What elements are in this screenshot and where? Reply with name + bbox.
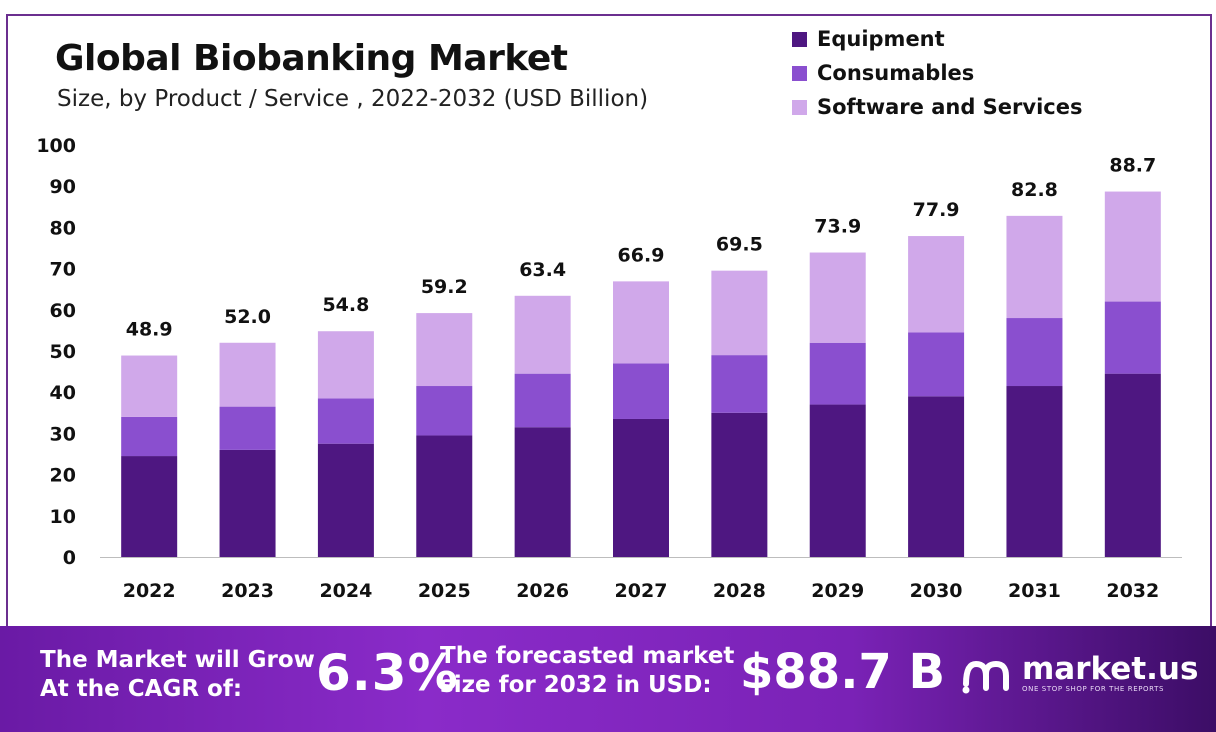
bar-total-label: 48.9 [126, 319, 173, 341]
bar-total-label: 88.7 [1109, 155, 1156, 177]
x-tick-label: 2024 [319, 580, 372, 602]
bar-total-label: 82.8 [1011, 179, 1058, 201]
bar-total-label: 69.5 [716, 234, 763, 256]
x-tick-label: 2022 [123, 580, 176, 602]
bar-segment-software-and-services [416, 313, 473, 387]
cagr-label: The Market will Grow At the CAGR of: [40, 647, 315, 702]
bar-segment-equipment [514, 427, 571, 557]
bar-segment-software-and-services [809, 252, 866, 343]
bar-segment-consumables [908, 332, 965, 397]
forecast-label: The forecasted market size for 2032 in U… [440, 643, 735, 698]
x-tick-label: 2026 [516, 580, 569, 602]
bar-total-label: 63.4 [519, 259, 566, 281]
x-tick-label: 2023 [221, 580, 274, 602]
x-tick-label: 2025 [418, 580, 471, 602]
bar-segment-equipment [219, 449, 276, 557]
cagr-value: 6.3% [316, 644, 459, 702]
y-tick-label: 70 [50, 259, 76, 281]
bar-total-label: 54.8 [322, 294, 369, 316]
bar-segment-consumables [416, 386, 473, 436]
bar-total-label: 66.9 [618, 244, 665, 266]
x-tick-label: 2028 [713, 580, 766, 602]
bar-segment-consumables [317, 398, 374, 444]
legend-swatch-consumables [792, 65, 807, 81]
bar-segment-software-and-services [1006, 215, 1063, 319]
bar-segment-equipment [121, 456, 178, 557]
legend-label-software-services: Software and Services [817, 95, 1083, 119]
bar-total-label: 73.9 [814, 216, 861, 238]
bar-segment-equipment [613, 418, 669, 557]
footer-banner: The Market will Grow At the CAGR of: 6.3… [0, 626, 1216, 732]
y-tick-label: 100 [36, 135, 76, 157]
y-tick-label: 30 [50, 423, 76, 445]
y-tick-label: 40 [50, 382, 76, 404]
bar-segment-equipment [711, 412, 768, 557]
stacked-bar-chart: 010203040506070809010048.9202252.0202354… [36, 135, 1182, 602]
bar-segment-equipment [1006, 386, 1063, 557]
bar-segment-software-and-services [219, 342, 276, 407]
bar-segment-consumables [1006, 318, 1063, 387]
y-tick-label: 0 [63, 547, 76, 569]
bar-total-label: 59.2 [421, 276, 468, 298]
bar-segment-software-and-services [317, 331, 374, 399]
bar-segment-consumables [219, 406, 276, 450]
bar-total-label: 52.0 [224, 306, 271, 328]
legend-item-software-services: Software and Services [792, 90, 1082, 124]
market-us-logo-icon [962, 660, 1009, 694]
bar-segment-consumables [514, 373, 571, 428]
chart-legend: Equipment Consumables Software and Servi… [792, 22, 1082, 124]
x-tick-label: 2030 [910, 580, 963, 602]
y-tick-label: 60 [50, 300, 76, 322]
y-tick-label: 80 [50, 217, 76, 239]
x-tick-label: 2031 [1008, 580, 1061, 602]
bar-segment-equipment [809, 404, 866, 557]
bar-segment-consumables [711, 355, 768, 413]
legend-swatch-equipment [792, 31, 807, 47]
bar-segment-software-and-services [121, 355, 178, 417]
y-tick-label: 20 [50, 465, 76, 487]
bar-segment-equipment [908, 396, 965, 557]
brand-name: market.us [1022, 651, 1199, 687]
y-tick-label: 50 [50, 341, 76, 363]
chart-title: Global Biobanking Market [55, 38, 568, 79]
bar-segment-consumables [613, 363, 669, 419]
bar-segment-equipment [1104, 373, 1161, 557]
brand-tagline: ONE STOP SHOP FOR THE REPORTS [1022, 685, 1165, 693]
bar-segment-software-and-services [908, 236, 965, 333]
y-tick-label: 10 [50, 506, 76, 528]
x-tick-label: 2027 [615, 580, 668, 602]
brand-logo: market.us ONE STOP SHOP FOR THE REPORTS [960, 650, 1198, 696]
bar-segment-consumables [121, 416, 178, 457]
y-tick-label: 90 [50, 176, 76, 198]
legend-item-consumables: Consumables [792, 56, 1082, 90]
bar-segment-consumables [809, 342, 866, 405]
forecast-value: $88.7 B [740, 644, 946, 700]
bar-segment-equipment [416, 435, 473, 557]
legend-item-equipment: Equipment [792, 22, 1082, 56]
chart-frame [6, 14, 1212, 626]
bar-segment-software-and-services [1104, 191, 1161, 302]
bar-segment-software-and-services [514, 295, 571, 374]
bar-total-label: 77.9 [913, 199, 960, 221]
bar-segment-consumables [1104, 301, 1161, 374]
legend-label-equipment: Equipment [817, 27, 945, 51]
bar-segment-software-and-services [711, 270, 768, 356]
chart-subtitle: Size, by Product / Service , 2022-2032 (… [57, 86, 649, 112]
bar-segment-equipment [317, 443, 374, 557]
legend-swatch-software-services [792, 99, 807, 115]
bar-segment-software-and-services [613, 281, 669, 364]
x-tick-label: 2032 [1106, 580, 1159, 602]
x-tick-label: 2029 [811, 580, 864, 602]
legend-label-consumables: Consumables [817, 61, 975, 85]
